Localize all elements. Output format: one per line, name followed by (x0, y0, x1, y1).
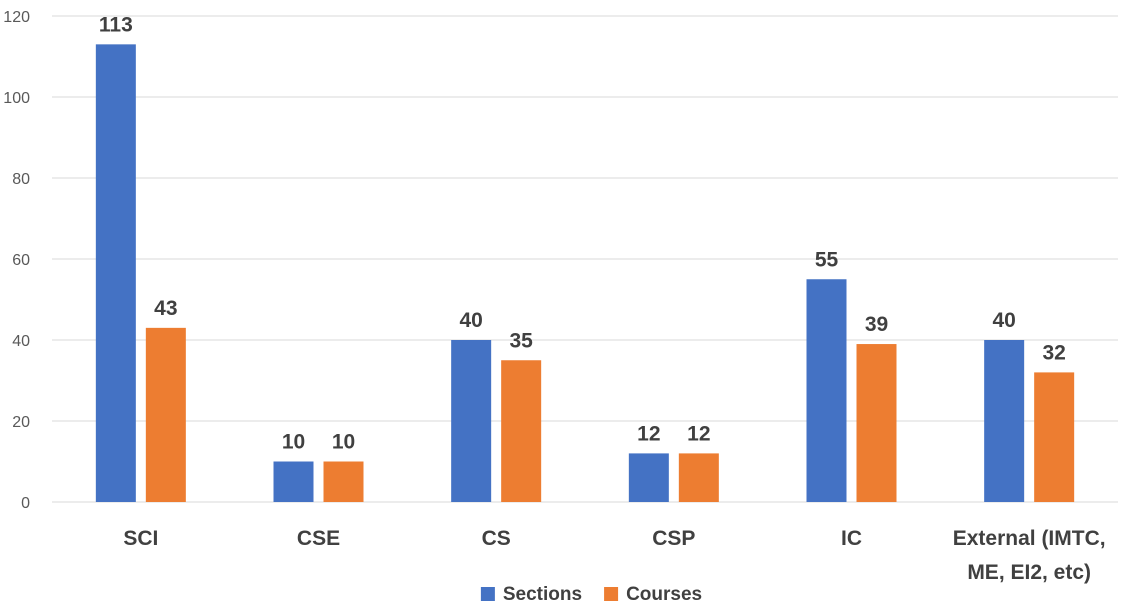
bar-courses (678, 453, 719, 502)
y-tick-label: 100 (3, 90, 30, 107)
x-tick-label: CSP (652, 527, 695, 550)
y-tick-label: 0 (21, 495, 30, 512)
bar-courses (856, 344, 897, 502)
legend-swatch (480, 587, 495, 601)
y-tick-label: 40 (12, 333, 30, 350)
data-label: 32 (1042, 341, 1065, 364)
data-labels: 113 43 10 10 40 35 12 12 55 39 40 32 (99, 13, 1066, 453)
bar-sections (95, 44, 136, 502)
data-label: 12 (637, 422, 660, 445)
y-tick-label: 60 (12, 252, 30, 269)
y-tick-label: 120 (3, 9, 30, 26)
x-tick-label: IC (841, 527, 862, 550)
data-label: 10 (332, 431, 355, 454)
bar-courses (323, 461, 364, 502)
bar-sections (273, 461, 314, 502)
data-label: 113 (99, 13, 133, 36)
legend-label: Courses (626, 584, 702, 605)
bar-courses (501, 360, 542, 502)
data-label: 39 (865, 313, 888, 336)
y-tick-label: 80 (12, 171, 30, 188)
bar-sections (806, 279, 847, 502)
data-label: 40 (459, 309, 482, 332)
data-label: 35 (509, 329, 533, 352)
bar-sections (451, 340, 492, 502)
bar-sections (628, 453, 669, 502)
x-tick-label: CS (482, 527, 511, 550)
legend: Sections Courses (480, 584, 702, 605)
gridlines (52, 15, 1118, 503)
legend-label: Sections (503, 584, 582, 605)
legend-swatch (604, 587, 619, 601)
bar-courses (145, 327, 186, 502)
data-label: 10 (282, 431, 305, 454)
data-label: 12 (687, 422, 710, 445)
bar-courses (1034, 372, 1075, 502)
data-label: 43 (154, 297, 177, 320)
y-axis: 0 20 40 60 80 100 120 (3, 9, 30, 512)
y-tick-label: 20 (12, 414, 30, 431)
x-tick-label: CSE (297, 527, 340, 550)
x-tick-label: External (IMTC, ME, EI2, etc) (953, 527, 1106, 584)
bar-sections (984, 340, 1025, 502)
bars (95, 44, 1075, 502)
x-axis: SCI CSE CS CSP IC External (IMTC, ME, EI2, etc… (123, 527, 1105, 584)
data-label: 55 (815, 248, 839, 271)
data-label: 40 (992, 309, 1015, 332)
x-tick-label: SCI (123, 527, 158, 550)
